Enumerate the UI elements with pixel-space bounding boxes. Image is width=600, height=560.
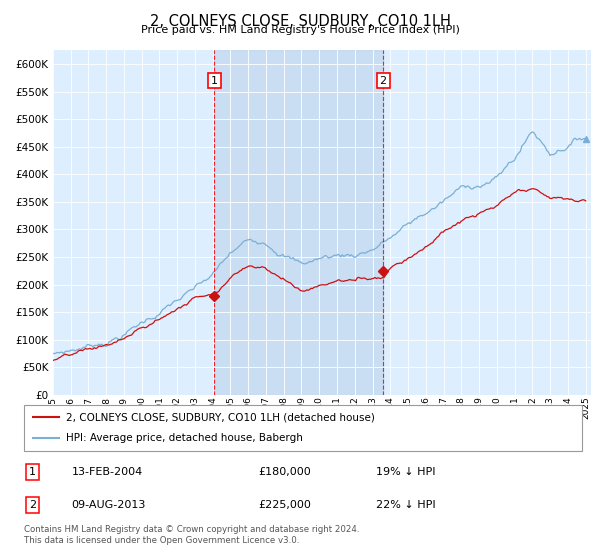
Text: £225,000: £225,000 xyxy=(259,500,311,510)
Text: 22% ↓ HPI: 22% ↓ HPI xyxy=(376,500,435,510)
Text: 1: 1 xyxy=(29,467,36,477)
Text: Price paid vs. HM Land Registry's House Price Index (HPI): Price paid vs. HM Land Registry's House … xyxy=(140,25,460,35)
Text: 1: 1 xyxy=(211,76,218,86)
Text: 09-AUG-2013: 09-AUG-2013 xyxy=(71,500,146,510)
Text: 2: 2 xyxy=(380,76,387,86)
Text: 2, COLNEYS CLOSE, SUDBURY, CO10 1LH (detached house): 2, COLNEYS CLOSE, SUDBURY, CO10 1LH (det… xyxy=(66,412,375,422)
Text: Contains HM Land Registry data © Crown copyright and database right 2024.
This d: Contains HM Land Registry data © Crown c… xyxy=(24,525,359,545)
Text: 13-FEB-2004: 13-FEB-2004 xyxy=(71,467,143,477)
Text: HPI: Average price, detached house, Babergh: HPI: Average price, detached house, Babe… xyxy=(66,433,303,444)
Text: 2, COLNEYS CLOSE, SUDBURY, CO10 1LH: 2, COLNEYS CLOSE, SUDBURY, CO10 1LH xyxy=(149,14,451,29)
Text: 2: 2 xyxy=(29,500,36,510)
Text: 19% ↓ HPI: 19% ↓ HPI xyxy=(376,467,435,477)
Text: £180,000: £180,000 xyxy=(259,467,311,477)
FancyBboxPatch shape xyxy=(24,405,582,451)
Bar xyxy=(214,50,383,395)
